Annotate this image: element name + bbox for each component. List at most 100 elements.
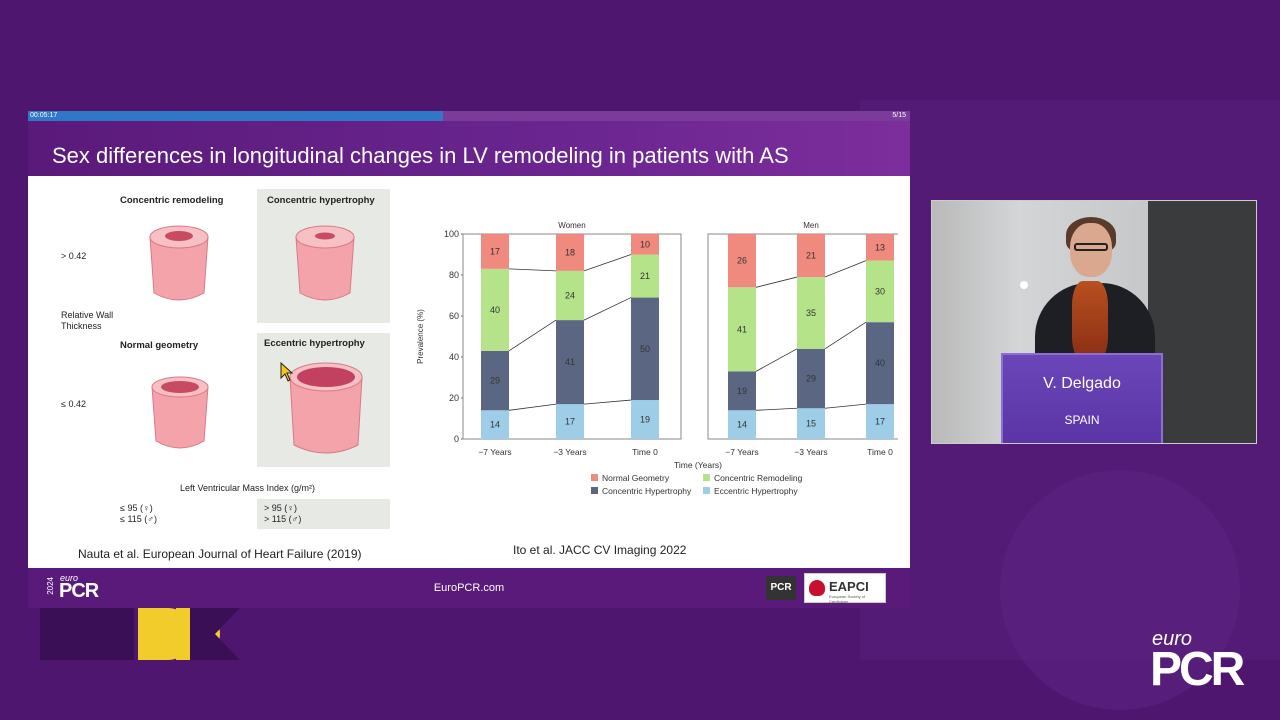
presentation-slide: 00:05:17 5/15 Sex differences in longitu… bbox=[28, 111, 910, 608]
y-axis-label: Prevalence (%) bbox=[416, 309, 425, 364]
panel-title: Men bbox=[803, 221, 819, 230]
slide-title-bar: Sex differences in longitudinal changes … bbox=[28, 121, 910, 176]
bar-segment bbox=[797, 408, 825, 439]
heart-icon bbox=[809, 580, 825, 596]
mouse-cursor-icon bbox=[280, 362, 294, 382]
bar-value-label: 18 bbox=[565, 247, 575, 257]
glasses-icon bbox=[1074, 243, 1108, 251]
video-wall-dark bbox=[1148, 201, 1256, 443]
bar-value-label: 21 bbox=[806, 251, 816, 261]
trend-line bbox=[508, 268, 557, 272]
bar-value-label: 19 bbox=[737, 386, 747, 396]
trend-line bbox=[824, 260, 867, 278]
legend-swatch bbox=[591, 487, 598, 494]
trend-line bbox=[824, 321, 867, 350]
slide-page-number: 5/15 bbox=[892, 112, 906, 119]
concentric-remodeling-label: Concentric remodeling bbox=[120, 195, 224, 206]
bar-segment bbox=[866, 322, 894, 405]
trend-line bbox=[755, 407, 798, 411]
trend-line bbox=[824, 403, 867, 409]
bar-segment bbox=[631, 400, 659, 439]
y-tick-label: 60 bbox=[449, 311, 459, 321]
slide-footer: 2024 euro PCR EuroPCR.com PCR EAPCI Euro… bbox=[28, 568, 910, 608]
bar-value-label: 41 bbox=[737, 324, 747, 334]
brand-euro: euro bbox=[1152, 628, 1193, 650]
bar-segment bbox=[797, 234, 825, 278]
bar-segment bbox=[556, 234, 584, 271]
speaker-name: V. Delgado bbox=[1043, 375, 1121, 392]
bar-segment bbox=[631, 297, 659, 401]
lamp bbox=[1020, 281, 1028, 289]
brand-pcr: PCR bbox=[1150, 643, 1245, 696]
trend-line bbox=[508, 403, 557, 411]
lvmi-female-low: ≤ 95 (♀) bbox=[120, 503, 153, 513]
rwt-high-label: > 0.42 bbox=[61, 251, 87, 261]
right-threshold-cell bbox=[257, 499, 390, 529]
speaker-podium: V. Delgado SPAIN bbox=[1001, 353, 1163, 443]
bar-value-label: 50 bbox=[640, 344, 650, 354]
background-circle bbox=[1000, 470, 1240, 710]
progress-fill bbox=[28, 111, 443, 121]
eccentric-hypertrophy-heart-icon bbox=[289, 362, 363, 454]
legend-label: Concentric Hypertrophy bbox=[602, 486, 692, 496]
x-tick-label: Time 0 bbox=[867, 447, 893, 457]
video-progress-bar[interactable]: 00:05:17 5/15 bbox=[28, 111, 910, 121]
trend-line bbox=[583, 254, 632, 272]
speaker-scarf bbox=[1072, 281, 1108, 361]
y-tick-label: 80 bbox=[449, 270, 459, 280]
bar-value-label: 17 bbox=[490, 246, 500, 256]
concentric-remodeling-heart-icon bbox=[149, 225, 209, 301]
bar-segment bbox=[797, 348, 825, 409]
bar-segment bbox=[728, 287, 756, 372]
left-threshold-cell bbox=[113, 499, 247, 529]
bar-segment bbox=[728, 234, 756, 288]
bar-segment bbox=[797, 277, 825, 349]
legend-swatch bbox=[591, 474, 598, 481]
ito-citation: Ito et al. JACC CV Imaging 2022 bbox=[513, 543, 687, 557]
bar-segment bbox=[556, 320, 584, 405]
bar-value-label: 40 bbox=[875, 358, 885, 368]
bar-segment bbox=[481, 410, 509, 439]
x-tick-label: −7 Years bbox=[478, 447, 511, 457]
bar-segment bbox=[481, 234, 509, 269]
logo-euro: euro bbox=[60, 573, 79, 583]
x-tick-label: −3 Years bbox=[794, 447, 827, 457]
legend-swatch bbox=[703, 474, 710, 481]
bar-value-label: 17 bbox=[875, 417, 885, 427]
eapci-sublabel: European Society of Cardiology bbox=[829, 594, 866, 604]
bar-value-label: 14 bbox=[490, 420, 500, 430]
y-tick-label: 0 bbox=[454, 434, 459, 444]
bar-segment bbox=[631, 254, 659, 298]
eapci-label: EAPCI bbox=[829, 579, 869, 594]
x-tick-label: Time 0 bbox=[632, 447, 658, 457]
nauta-citation: Nauta et al. European Journal of Heart F… bbox=[78, 547, 362, 561]
legend-label: Normal Geometry bbox=[602, 473, 670, 483]
bar-value-label: 19 bbox=[640, 415, 650, 425]
bar-segment bbox=[866, 260, 894, 323]
panel-title: Women bbox=[558, 221, 585, 230]
legend-swatch bbox=[703, 487, 710, 494]
remodeling-prevalence-chart: 0 20 40 60 80 100 Prevalence (%) Women 14 29 40 17 −… bbox=[416, 221, 898, 496]
bar-value-label: 10 bbox=[640, 239, 650, 249]
eccentric-hypertrophy-label: Eccentric hypertrophy bbox=[264, 338, 365, 349]
bar-value-label: 26 bbox=[737, 256, 747, 266]
bar-value-label: 40 bbox=[490, 305, 500, 315]
bar-segment bbox=[728, 371, 756, 411]
trend-line bbox=[508, 319, 557, 352]
x-axis-label: Time (Years) bbox=[674, 460, 722, 470]
rwt-low-label: ≤ 0.42 bbox=[61, 399, 86, 409]
bar-segment bbox=[631, 234, 659, 255]
concentric-hypertrophy-heart-icon bbox=[295, 225, 355, 301]
y-tick-label: 20 bbox=[449, 393, 459, 403]
trend-line bbox=[755, 276, 798, 288]
elapsed-time: 00:05:17 bbox=[30, 112, 58, 119]
bar-segment bbox=[481, 350, 509, 411]
lvmi-male-low: ≤ 115 (♂) bbox=[120, 514, 158, 524]
slide-title: Sex differences in longitudinal changes … bbox=[52, 143, 789, 168]
concentric-hypertrophy-label: Concentric hypertrophy bbox=[267, 195, 375, 206]
rwt-axis-label: Relative Wall Thickness bbox=[61, 310, 114, 331]
bar-value-label: 15 bbox=[806, 419, 816, 429]
trend-line bbox=[583, 399, 632, 405]
bar-value-label: 29 bbox=[806, 374, 816, 384]
bar-value-label: 21 bbox=[640, 271, 650, 281]
